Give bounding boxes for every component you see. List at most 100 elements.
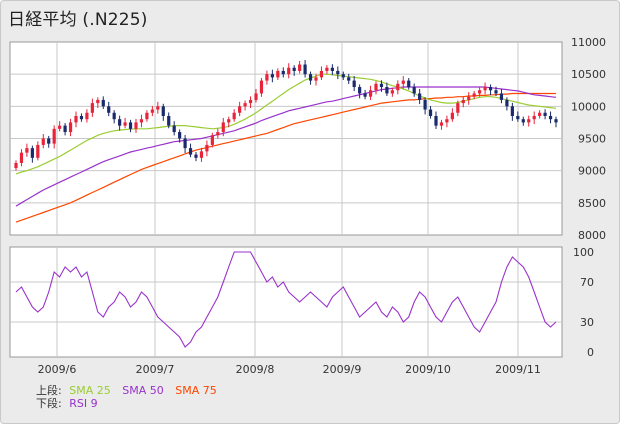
price-tick-label: 9000 xyxy=(578,165,606,178)
candle-body xyxy=(178,132,182,139)
chart-title: 日経平均 (.N225) xyxy=(8,10,148,30)
candle-body xyxy=(156,106,160,110)
candle-body xyxy=(188,148,193,155)
candle-body xyxy=(107,106,111,113)
sma75-line xyxy=(15,92,556,223)
candle-body xyxy=(428,109,433,116)
rsi-tick-label: 30 xyxy=(580,316,594,329)
candle-body xyxy=(150,109,154,113)
candle-body xyxy=(112,112,116,120)
x-tick-label: 2009/10 xyxy=(405,363,451,376)
legend-lower-row: 下段: RSI 9 xyxy=(36,397,225,410)
candle-body xyxy=(270,74,274,78)
candle-body xyxy=(248,99,253,104)
candle-body xyxy=(254,93,258,100)
candle-body xyxy=(521,119,525,123)
candle-body xyxy=(325,67,329,71)
rsi-panel: 100 70 30 0 2009/6 2009/7 2009/8 2009/9 2009/10 2… xyxy=(9,246,594,376)
legend-lower-label: 下段: xyxy=(36,397,62,410)
candle-body xyxy=(543,112,547,116)
candle-body xyxy=(199,151,204,158)
candle-body xyxy=(505,99,509,107)
candle-body xyxy=(298,64,302,71)
candle-body xyxy=(407,80,411,88)
candle-body xyxy=(128,122,133,129)
candle-body xyxy=(456,103,460,113)
candle-body xyxy=(368,90,373,97)
candle-body xyxy=(499,93,504,100)
candle-body xyxy=(123,122,127,126)
candle-body xyxy=(412,87,416,94)
candle-body xyxy=(347,77,351,81)
candle-body xyxy=(385,87,389,94)
candle-body xyxy=(352,80,356,88)
candle-body xyxy=(232,112,236,120)
candle-body xyxy=(330,67,334,71)
candle-body xyxy=(494,90,498,94)
legend-upper-label: 上段: xyxy=(36,384,62,397)
candle-body xyxy=(139,119,144,123)
candle-body xyxy=(101,99,105,107)
candle-body xyxy=(434,115,438,126)
candle-body xyxy=(532,115,536,120)
candle-body xyxy=(341,74,345,78)
candle-body xyxy=(238,106,242,113)
candle-body xyxy=(439,122,444,126)
candle-body xyxy=(90,103,94,113)
x-tick-label: 2009/8 xyxy=(236,363,275,376)
candle-body xyxy=(418,93,422,100)
candle-body xyxy=(281,70,285,75)
rsi-tick-label: 100 xyxy=(573,246,594,259)
legend-sma25: SMA 25 xyxy=(69,384,111,397)
candle-body xyxy=(14,162,18,169)
legend-sma75: SMA 75 xyxy=(175,384,217,397)
candle-body xyxy=(548,115,553,120)
candle-body xyxy=(488,87,493,91)
candle-body xyxy=(319,70,324,78)
candle-body xyxy=(183,138,187,149)
candle-body xyxy=(308,74,313,81)
price-tick-label: 10000 xyxy=(571,100,606,113)
candle-body xyxy=(314,77,318,81)
candle-body xyxy=(472,93,476,97)
candle-body xyxy=(292,67,296,71)
legend-upper-row: 上段: SMA 25 SMA 50 SMA 75 xyxy=(36,384,225,397)
legend-sma50: SMA 50 xyxy=(122,384,164,397)
candle-body xyxy=(259,80,264,94)
candle-body xyxy=(445,119,449,123)
rsi9-line xyxy=(15,251,557,348)
candle-body xyxy=(379,83,384,88)
candle-body xyxy=(85,112,89,120)
price-tick-label: 10500 xyxy=(571,68,606,81)
candle-body xyxy=(303,64,307,75)
candle-body xyxy=(423,99,427,110)
candle-body xyxy=(221,122,225,133)
candle-body xyxy=(336,70,340,75)
candle-body xyxy=(227,119,231,123)
candle-body xyxy=(74,115,78,123)
candle-body xyxy=(96,99,100,104)
candle-body xyxy=(167,115,171,126)
rsi-tick-label: 0 xyxy=(587,346,594,359)
candle-body xyxy=(19,152,24,163)
candle-body xyxy=(145,112,149,120)
candle-body xyxy=(265,74,269,81)
candle-body xyxy=(118,119,122,126)
x-tick-label: 2009/6 xyxy=(38,363,77,376)
price-tick-label: 8500 xyxy=(578,197,606,210)
legend-rsi9: RSI 9 xyxy=(69,397,98,410)
candle-body xyxy=(461,99,465,104)
x-tick-label: 2009/7 xyxy=(136,363,175,376)
candle-body xyxy=(52,128,56,144)
candle-body xyxy=(287,67,291,75)
candle-body xyxy=(363,93,367,97)
candle-body xyxy=(41,138,45,145)
x-tick-label: 2009/11 xyxy=(495,363,541,376)
candle-body xyxy=(450,112,454,120)
candle-body xyxy=(396,83,400,91)
candle-body xyxy=(134,122,138,129)
candle-body xyxy=(374,83,378,91)
candle-body xyxy=(358,87,362,94)
candle-body xyxy=(194,154,198,158)
